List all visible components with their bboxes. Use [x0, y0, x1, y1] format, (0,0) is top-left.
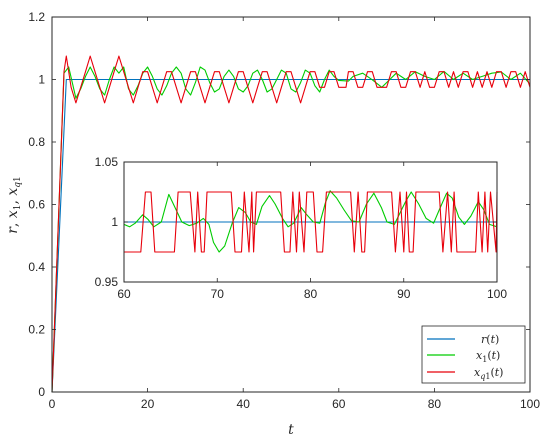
main-series-r-t	[51, 78, 530, 393]
inset-y-tick-label: 0.95	[95, 275, 119, 289]
inset-y-tick-label: 1	[111, 215, 118, 229]
main-y-tick-label: 1	[38, 73, 45, 87]
inset-x-tick-label: 90	[397, 287, 411, 301]
main-x-tick-label: 0	[49, 397, 56, 411]
main-series-x1-t	[51, 66, 531, 393]
inset-series-xq1-t	[124, 191, 498, 253]
inset-series-x1-t	[123, 190, 498, 253]
main-y-tick-label: 0.4	[28, 260, 45, 274]
legend-label-r: r(t)	[481, 333, 499, 346]
inset-x-tick-label: 100	[487, 287, 507, 301]
inset-x-tick-label: 60	[117, 287, 131, 301]
main-x-tick-label: 20	[141, 397, 155, 411]
main-x-tick-label: 100	[520, 397, 540, 411]
main-y-tick-label: 0.8	[28, 135, 45, 149]
x-axis-label: t	[288, 422, 294, 438]
main-y-tick-label: 0	[38, 385, 45, 399]
main-x-tick-label: 40	[237, 397, 251, 411]
main-axes: 0 20 40 60 80 100 0 0.2 0.4 0.6 0.8 1 1.2 t r, x1, x…	[5, 10, 540, 438]
inset-y-tick-label: 1.05	[95, 155, 119, 169]
legend: r(t) x1(t) xq1(t)	[421, 325, 526, 384]
legend-label-x1: x1(t)	[476, 349, 500, 364]
inset-x-tick-label: 70	[211, 287, 225, 301]
inset-x-tick-label: 80	[304, 287, 318, 301]
main-x-tick-label: 80	[428, 397, 442, 411]
inset-axes: 60 70 80 90 100 0.95 1 1.05	[95, 155, 508, 301]
main-ticks: 0 20 40 60 80 100 0 0.2 0.4 0.6 0.8 1 1.2	[28, 10, 540, 411]
inset-ticks: 60 70 80 90 100 0.95 1 1.05	[95, 155, 508, 301]
main-y-tick-label: 0.2	[28, 323, 45, 337]
main-y-tick-label: 0.6	[28, 198, 45, 212]
legend-label-xq1: xq1(t)	[474, 366, 503, 381]
main-series-xq1-t	[51, 55, 531, 393]
main-series-group	[51, 55, 531, 393]
y-axis-label: r, x1, xq1	[5, 176, 23, 234]
main-x-tick-label: 60	[332, 397, 346, 411]
inset-series-group	[123, 190, 498, 253]
main-y-tick-label: 1.2	[28, 10, 45, 24]
